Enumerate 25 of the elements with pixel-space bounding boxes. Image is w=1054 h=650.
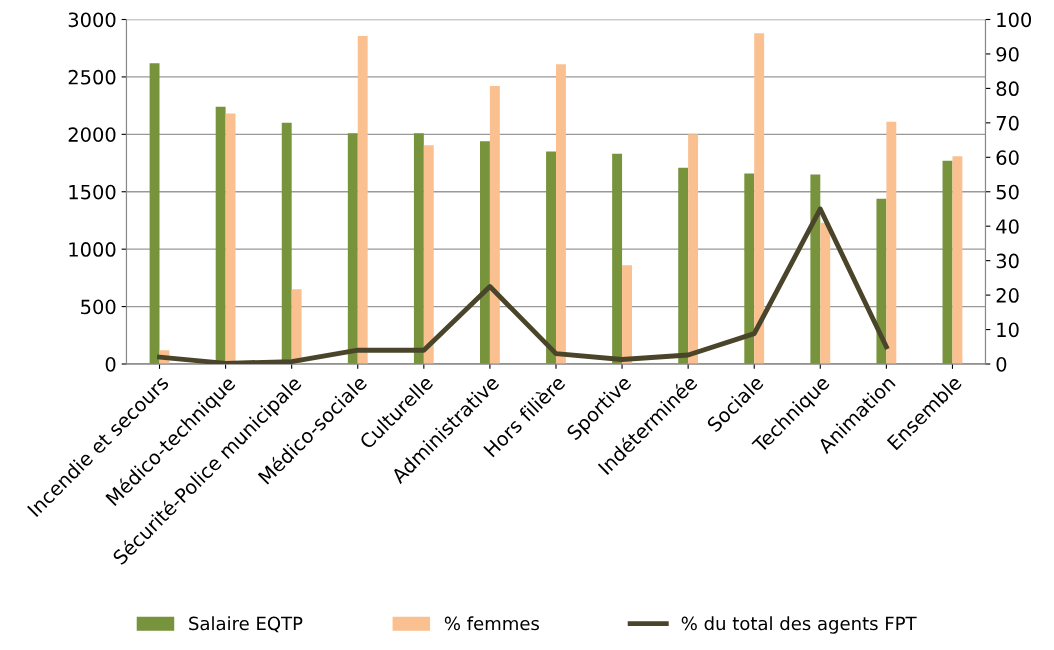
y-tick-label: 1500 — [69, 184, 116, 200]
legend-label: % femmes — [444, 616, 539, 631]
bar — [149, 63, 160, 364]
bar — [612, 153, 623, 364]
y2-tick-label: 20 — [996, 288, 1019, 303]
y2-tick-label: 10 — [997, 322, 1019, 338]
legend-label: % du total des agents FPT — [681, 616, 917, 634]
line-series — [157, 206, 889, 364]
bar — [291, 289, 302, 364]
legend-label: Salaire EQTP — [189, 616, 303, 633]
y2-tick-label: 60 — [996, 150, 1019, 165]
y-tick-label: 0 — [105, 356, 116, 372]
y2-tick-label: 40 — [996, 219, 1019, 234]
y2-tick-label: 80 — [996, 81, 1019, 97]
y2-tick-label: 90 — [996, 46, 1019, 62]
y2-tick-label: 100 — [997, 12, 1032, 28]
y-tick-label: 2000 — [68, 127, 116, 142]
y-tick-label: 500 — [81, 299, 116, 315]
y2-tick-label: 30 — [996, 253, 1019, 269]
y2-tick-label: 0 — [996, 356, 1007, 372]
y2-tick-label: 50 — [996, 184, 1019, 200]
y-tick-label: 2500 — [68, 69, 116, 85]
y-tick-label: 3000 — [68, 12, 116, 28]
y2-tick-label: 70 — [996, 115, 1019, 131]
y-tick-label: 1000 — [69, 242, 116, 257]
